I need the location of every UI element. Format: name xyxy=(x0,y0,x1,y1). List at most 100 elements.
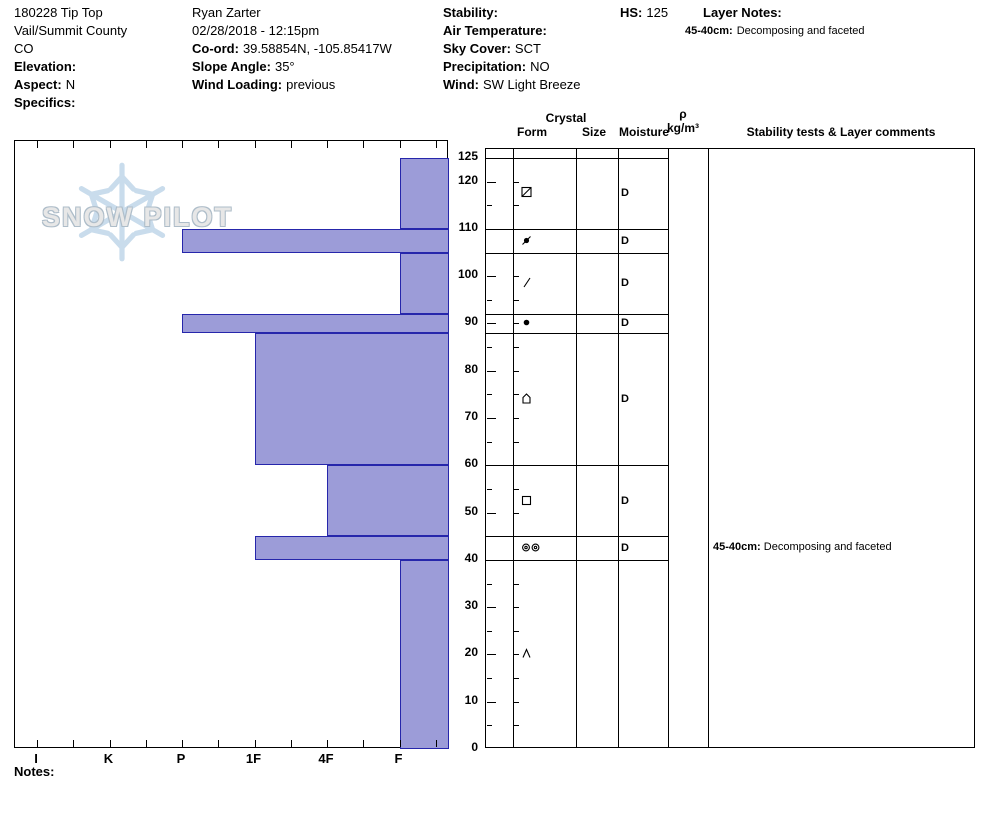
grain-form-icon xyxy=(520,541,544,559)
watermark-text: SNOW PILOT xyxy=(42,202,233,232)
layer-notes-heading: Layer Notes: xyxy=(703,5,782,20)
depth-ruler-major-tick xyxy=(487,276,496,278)
observer-name: Ryan Zarter xyxy=(192,5,261,20)
grain-form-icon xyxy=(520,276,534,294)
depth-tick-label: 90 xyxy=(464,314,478,329)
hardness-bar xyxy=(399,158,449,229)
depth-tick-label: 40 xyxy=(464,550,478,565)
layer-boundary-line xyxy=(486,559,668,561)
form-column-tick xyxy=(514,630,519,632)
depth-ruler-minor-tick xyxy=(487,205,492,207)
grain-form-icon xyxy=(520,316,534,334)
form-column-tick xyxy=(514,583,519,585)
layer-boundary-line xyxy=(486,465,668,467)
pit-state: CO xyxy=(14,41,34,56)
comments-header: Stability tests & Layer comments xyxy=(746,125,936,139)
sky-cover-row: Sky Cover: SCT xyxy=(443,41,541,56)
depth-tick-label: 110 xyxy=(458,219,478,234)
moisture-header: Moisture xyxy=(618,125,670,139)
pit-region: Vail/Summit County xyxy=(14,23,128,38)
moisture-value: D xyxy=(621,234,629,247)
depth-tick-label: 30 xyxy=(464,598,478,613)
hardness-bar xyxy=(399,559,449,749)
hardness-axis-label: P xyxy=(176,751,186,766)
grain-form-icon xyxy=(520,647,534,665)
form-column-tick xyxy=(514,536,519,538)
form-column-tick xyxy=(514,394,519,396)
aspect-row: Aspect: N xyxy=(14,77,76,92)
depth-ruler-major-tick xyxy=(487,323,496,325)
depth-ruler-major-tick xyxy=(487,181,496,183)
hardness-bar xyxy=(254,332,449,466)
depth-ruler-minor-tick xyxy=(487,252,492,254)
size-moisture-divider xyxy=(618,149,619,747)
hardness-axis-label: 4F xyxy=(318,751,334,766)
moisture-value: D xyxy=(621,494,629,507)
form-column-tick xyxy=(514,488,519,490)
form-column-tick xyxy=(514,370,519,372)
hardness-chart xyxy=(14,140,449,749)
hardness-tick-bottom xyxy=(290,740,292,747)
hardness-tick-bottom xyxy=(182,740,183,747)
hardness-tick-bottom xyxy=(37,740,38,747)
pit-title: 180228 Tip Top xyxy=(14,5,103,20)
hardness-tick-bottom xyxy=(109,740,111,747)
moisture-density-divider xyxy=(668,149,669,747)
air-temperature-row: Air Temperature: xyxy=(443,23,547,38)
depth-tick-label: 100 xyxy=(457,267,478,282)
density-comments-divider xyxy=(708,149,709,747)
hardness-tick-top xyxy=(182,141,183,148)
hardness-tick-bottom xyxy=(145,740,147,747)
form-column-tick xyxy=(514,228,519,230)
depth-ruler-minor-tick xyxy=(487,536,492,538)
precipitation-row: Precipitation: NO xyxy=(443,59,550,74)
hardness-bar xyxy=(182,228,449,253)
hardness-tick-top xyxy=(435,141,437,148)
depth-ruler-major-tick xyxy=(487,512,496,514)
depth-ruler-minor-tick xyxy=(487,488,492,490)
form-size-divider xyxy=(576,149,577,747)
hardness-tick-top xyxy=(73,141,75,148)
form-header: Form xyxy=(517,125,547,139)
notes-label: Notes: xyxy=(14,764,55,779)
depth-ruler-minor-tick xyxy=(487,678,492,680)
crystal-header: Crystal xyxy=(545,111,587,125)
form-column-tick xyxy=(514,465,519,467)
form-column-tick xyxy=(514,323,519,325)
depth-tick-label: 10 xyxy=(464,692,478,707)
hardness-tick-top xyxy=(399,141,401,148)
coordinates-row: Co-ord: 39.58854N, -105.85417W xyxy=(192,41,392,56)
hardness-tick-bottom xyxy=(435,740,437,747)
form-column-tick xyxy=(514,181,519,183)
wind-row: Wind: SW Light Breeze xyxy=(443,77,581,92)
hardness-tick-top xyxy=(290,141,292,148)
moisture-value: D xyxy=(621,393,629,406)
snowflake-icon xyxy=(70,160,174,269)
grain-form-icon xyxy=(520,392,534,410)
hardness-axis-label: F xyxy=(394,751,403,766)
ruler-form-divider xyxy=(513,149,514,747)
snowpilot-watermark: SNOW PILOT xyxy=(38,158,268,273)
wind-loading-row: Wind Loading: previous xyxy=(192,77,336,92)
hs-row: HS: 125 xyxy=(620,5,669,20)
hardness-bar xyxy=(254,536,449,560)
specifics-row: Specifics: xyxy=(14,95,76,110)
depth-ruler-major-tick xyxy=(487,418,496,420)
moisture-value: D xyxy=(621,317,629,330)
hardness-tick-top xyxy=(363,141,365,148)
form-column-tick xyxy=(514,701,519,703)
depth-ruler-minor-tick xyxy=(487,394,492,396)
hardness-tick-bottom xyxy=(254,740,256,747)
depth-ruler-major-tick xyxy=(487,654,496,656)
stability-row: Stability: xyxy=(443,5,498,20)
form-column-tick xyxy=(514,559,519,561)
layer-boundary-line xyxy=(486,332,668,334)
crystal-table: D D D D D D D 45-40cm: Decomposing and faceted xyxy=(485,148,975,748)
layer-boundary-line xyxy=(486,228,668,230)
form-column-tick xyxy=(514,654,519,656)
hardness-tick-bottom xyxy=(73,740,75,747)
observation-datetime: 02/28/2018 - 12:15pm xyxy=(192,23,320,38)
depth-tick-label: 70 xyxy=(464,409,478,424)
form-column-tick xyxy=(514,252,519,254)
